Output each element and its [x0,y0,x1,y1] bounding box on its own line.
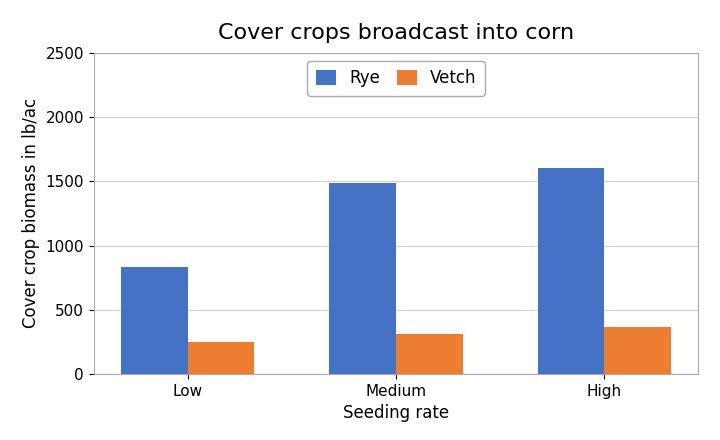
Bar [121,268,188,374]
X-axis label: Seeding rate: Seeding rate [343,404,449,422]
Y-axis label: Cover crop biomass in lb/ac: Cover crop biomass in lb/ac [22,98,40,329]
Bar [396,334,463,374]
Bar [188,342,254,374]
Bar [538,169,604,374]
Bar [604,327,671,374]
Legend: Rye, Vetch: Rye, Vetch [307,61,485,96]
Bar [329,183,396,374]
Title: Cover crops broadcast into corn: Cover crops broadcast into corn [218,23,574,43]
